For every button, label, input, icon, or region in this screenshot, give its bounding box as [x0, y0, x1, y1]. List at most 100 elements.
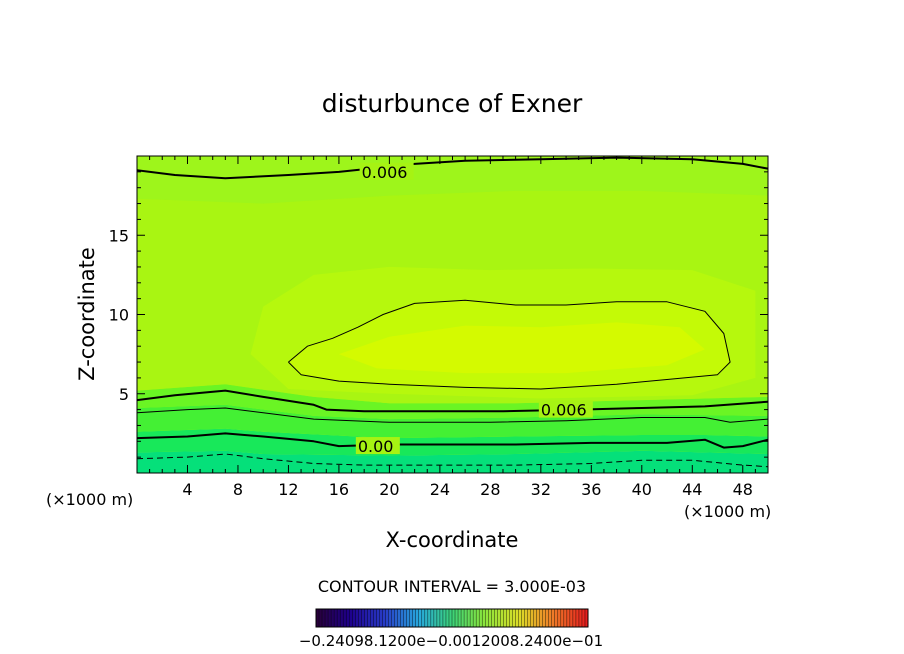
contour-label: 0.006 [541, 401, 587, 420]
colorbar-cell [349, 609, 353, 627]
contour-label-gap [359, 162, 414, 180]
x-tick-label: 4 [182, 480, 192, 499]
contour-line [288, 299, 731, 390]
colorbar [315, 608, 589, 628]
colorbar-cell [328, 609, 332, 627]
colorbar-cell [572, 609, 577, 627]
fill-band [137, 404, 768, 439]
colorbar-cell [539, 609, 543, 627]
colorbar-cell [367, 609, 371, 627]
colorbar-cell [560, 609, 565, 627]
contour-line [137, 389, 768, 413]
y-tick-label: 10 [109, 306, 129, 325]
colorbar-cell [458, 609, 462, 627]
colorbar-cell [361, 609, 365, 627]
colorbar-cell [430, 609, 435, 627]
colorbar-cell [379, 609, 383, 627]
colorbar-cell [436, 609, 441, 627]
x-tick-label: 36 [581, 480, 601, 499]
colorbar-cell [406, 609, 410, 627]
colorbar-cell [391, 609, 395, 627]
y-tick-label: 5 [119, 385, 129, 404]
x-tick-label: 16 [329, 480, 349, 499]
colorbar-cell [503, 609, 507, 627]
colorbar-cell [575, 609, 580, 627]
colorbar-cell [515, 609, 519, 627]
colorbar-cell [409, 609, 414, 627]
colorbar-cell [485, 609, 489, 627]
colorbar-cell [331, 609, 335, 627]
colorbar-cell [521, 609, 525, 627]
colorbar-cell [415, 609, 420, 627]
colorbar-cell [524, 609, 528, 627]
colorbar-cell [325, 609, 329, 627]
colorbar-cell [554, 609, 559, 627]
x-tick-label: 44 [682, 480, 702, 499]
colorbar-cell [397, 609, 401, 627]
colorbar-cell [533, 609, 537, 627]
colorbar-cell [476, 609, 480, 627]
x-tick-label: 24 [430, 480, 450, 499]
x-tick-label: 32 [531, 480, 551, 499]
colorbar-cell [551, 609, 556, 627]
colorbar-cell [545, 609, 550, 627]
colorbar-cell [316, 609, 320, 627]
x-unit-left: (×1000 m) [46, 490, 133, 509]
x-tick-label: 12 [278, 480, 298, 499]
colorbar-cell [479, 609, 483, 627]
colorbar-cell [512, 609, 516, 627]
colorbar-cell [343, 609, 347, 627]
colorbar-cell [403, 609, 407, 627]
contour-labels: 0.006 0.006 0.00 [355, 162, 593, 456]
x-tick-label: 8 [233, 480, 243, 499]
colorbar-cell [467, 609, 471, 627]
fill-band [137, 450, 768, 473]
colorbar-cell [388, 609, 392, 627]
colorbar-cell [581, 609, 586, 627]
colorbar-cell [548, 609, 553, 627]
x-tick-label: 48 [733, 480, 753, 499]
fill-band [137, 384, 768, 420]
y-axis-label: Z-coordinate [75, 247, 99, 381]
colorbar-cell [418, 609, 423, 627]
colorbar-cell [322, 609, 326, 627]
colorbar-cell [352, 609, 356, 627]
x-tick-label: 40 [632, 480, 652, 499]
x-unit-right: (×1000 m) [684, 502, 771, 521]
colorbar-cell [509, 609, 513, 627]
colorbar-cell [355, 609, 359, 627]
colorbar-label: −0.24098.1200e−0.0012008.2400e−01 [299, 632, 603, 650]
colorbar-cell [337, 609, 341, 627]
colorbar-cell [578, 609, 583, 627]
colorbar-cell [497, 609, 501, 627]
chart-title: disturbunce of Exner [322, 89, 583, 118]
plot-area: 0.006 0.006 0.00 [136, 155, 769, 474]
colorbar-cell [421, 609, 426, 627]
y-axis-ticks: 5 10 15 [109, 171, 768, 458]
colorbar-cell [442, 609, 447, 627]
colorbar-cell [340, 609, 344, 627]
fill-band [137, 428, 768, 456]
colorbar-cell [394, 609, 398, 627]
contour-line [137, 407, 768, 423]
colorbar-cell [319, 609, 323, 627]
colorbar-cell [569, 609, 574, 627]
colorbar-cell [482, 609, 486, 627]
x-axis-ticks: 4 8 12 16 20 24 28 32 36 40 44 48 [149, 156, 756, 499]
colorbar-cell [448, 609, 453, 627]
colorbar-cell [424, 609, 429, 627]
contour-label-gap [538, 400, 593, 418]
colorbar-cell [473, 609, 477, 627]
fill-band [338, 322, 705, 374]
y-tick-label: 15 [109, 226, 129, 245]
colorbar-cell [563, 609, 568, 627]
colorbar-cell [500, 609, 504, 627]
colorbar-cell [334, 609, 338, 627]
colorbar-cell [376, 609, 380, 627]
colorbar-cell [542, 609, 546, 627]
contour-label-gap [355, 437, 400, 455]
colorbar-cell [566, 609, 571, 627]
colorbar-cell [557, 609, 562, 627]
colorbar-cell [470, 609, 474, 627]
